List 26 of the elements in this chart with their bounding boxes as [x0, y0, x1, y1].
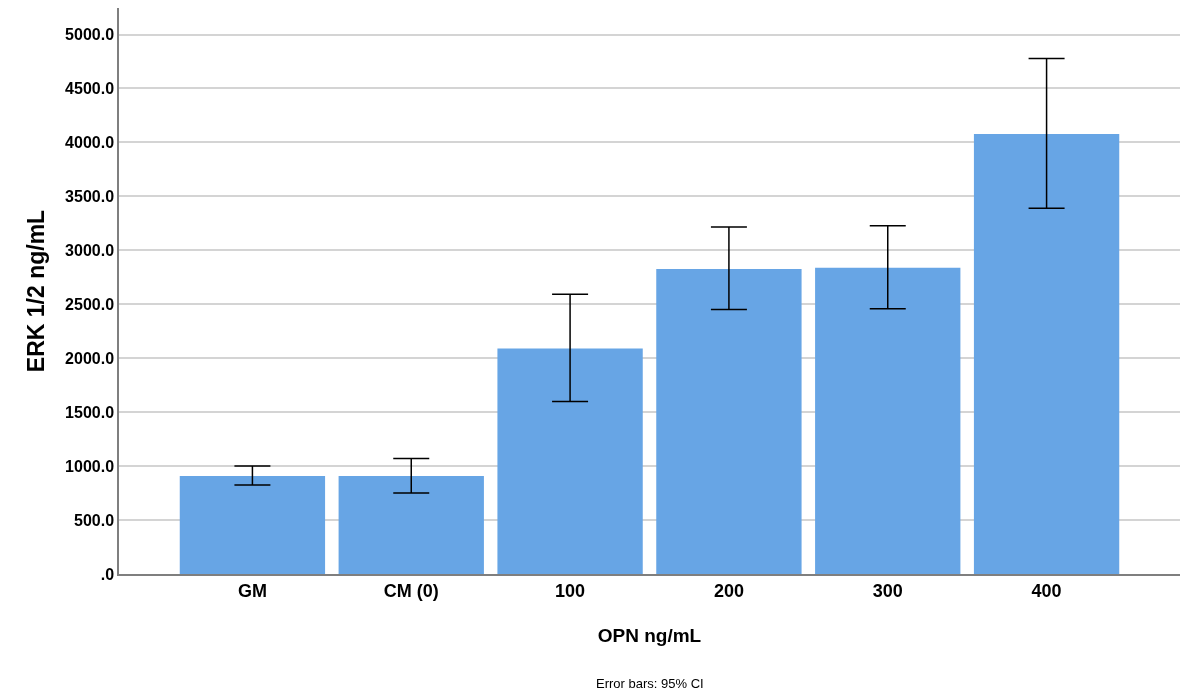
bar [656, 268, 802, 574]
text: Error bars: 95% CI [596, 676, 704, 691]
bar [338, 476, 484, 574]
bar [815, 267, 961, 574]
x-tick-label: 300 [872, 581, 903, 602]
bar [179, 476, 326, 574]
y-tick-label: 3500.0 [65, 187, 115, 205]
x-tick-label: 400 [1031, 581, 1062, 602]
x-tick-label: 200 [713, 581, 744, 602]
x-tick-label: CM (0) [383, 581, 439, 602]
y-tick-label: 500.0 [74, 511, 115, 529]
y-axis-title: ERK 1/2 ng/mL [23, 209, 50, 373]
x-axis-title: OPN ng/mL [597, 624, 702, 646]
y-tick-label: 1500.0 [65, 403, 115, 421]
y-tick-label: 2000.0 [65, 349, 115, 367]
x-tick-label: GM [237, 581, 267, 602]
y-tick-label: 5000.0 [65, 26, 115, 44]
x-tick-label: 100 [555, 581, 586, 602]
bar [497, 348, 643, 574]
y-tick-label: 4500.0 [65, 80, 115, 98]
y-tick-label: 1000.0 [65, 457, 115, 475]
y-tick-label: 4000.0 [65, 134, 115, 152]
y-tick-label: 3000.0 [65, 241, 115, 259]
bar [973, 133, 1120, 574]
y-tick-label: 2500.0 [65, 295, 115, 313]
y-tick-label: .0 [100, 565, 115, 583]
